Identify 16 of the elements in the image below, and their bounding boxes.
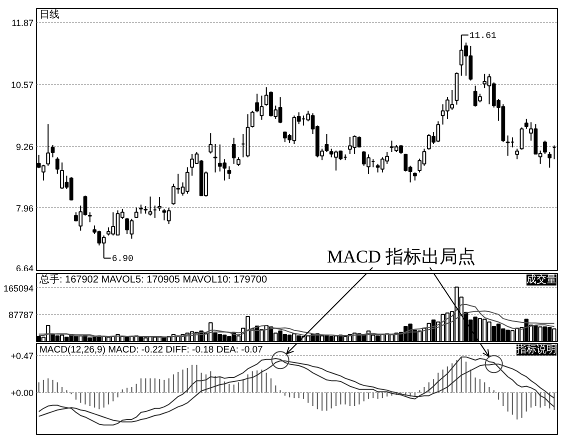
- y-tick-label: 10.57: [10, 80, 34, 90]
- annotation: MACD 指标出局点: [326, 246, 476, 266]
- chart-title: 日线: [40, 8, 60, 20]
- y-tick-label: 11.87: [12, 18, 34, 28]
- y-tick-label: 87787: [8, 310, 34, 320]
- annotation: 成交量: [526, 274, 556, 286]
- annotation: 6.90: [112, 254, 134, 264]
- annotation: 指标说明: [516, 344, 556, 356]
- chart-title: 总手: 167902 MAVOL5: 170905 MAVOL10: 179700: [38, 274, 268, 286]
- y-tick-label: 9.26: [16, 142, 34, 152]
- y-tick-label: +0.00: [10, 388, 34, 398]
- y-tick-label: +0.47: [10, 350, 34, 361]
- annotation: 11.61: [469, 31, 496, 42]
- chart-title: MACD(12,26,9) MACD: -0.22 DIFF: -0.18 DEA: -0.07: [40, 344, 263, 356]
- y-tick-label: 7.96: [16, 203, 34, 214]
- y-tick-label: 165094: [3, 283, 34, 294]
